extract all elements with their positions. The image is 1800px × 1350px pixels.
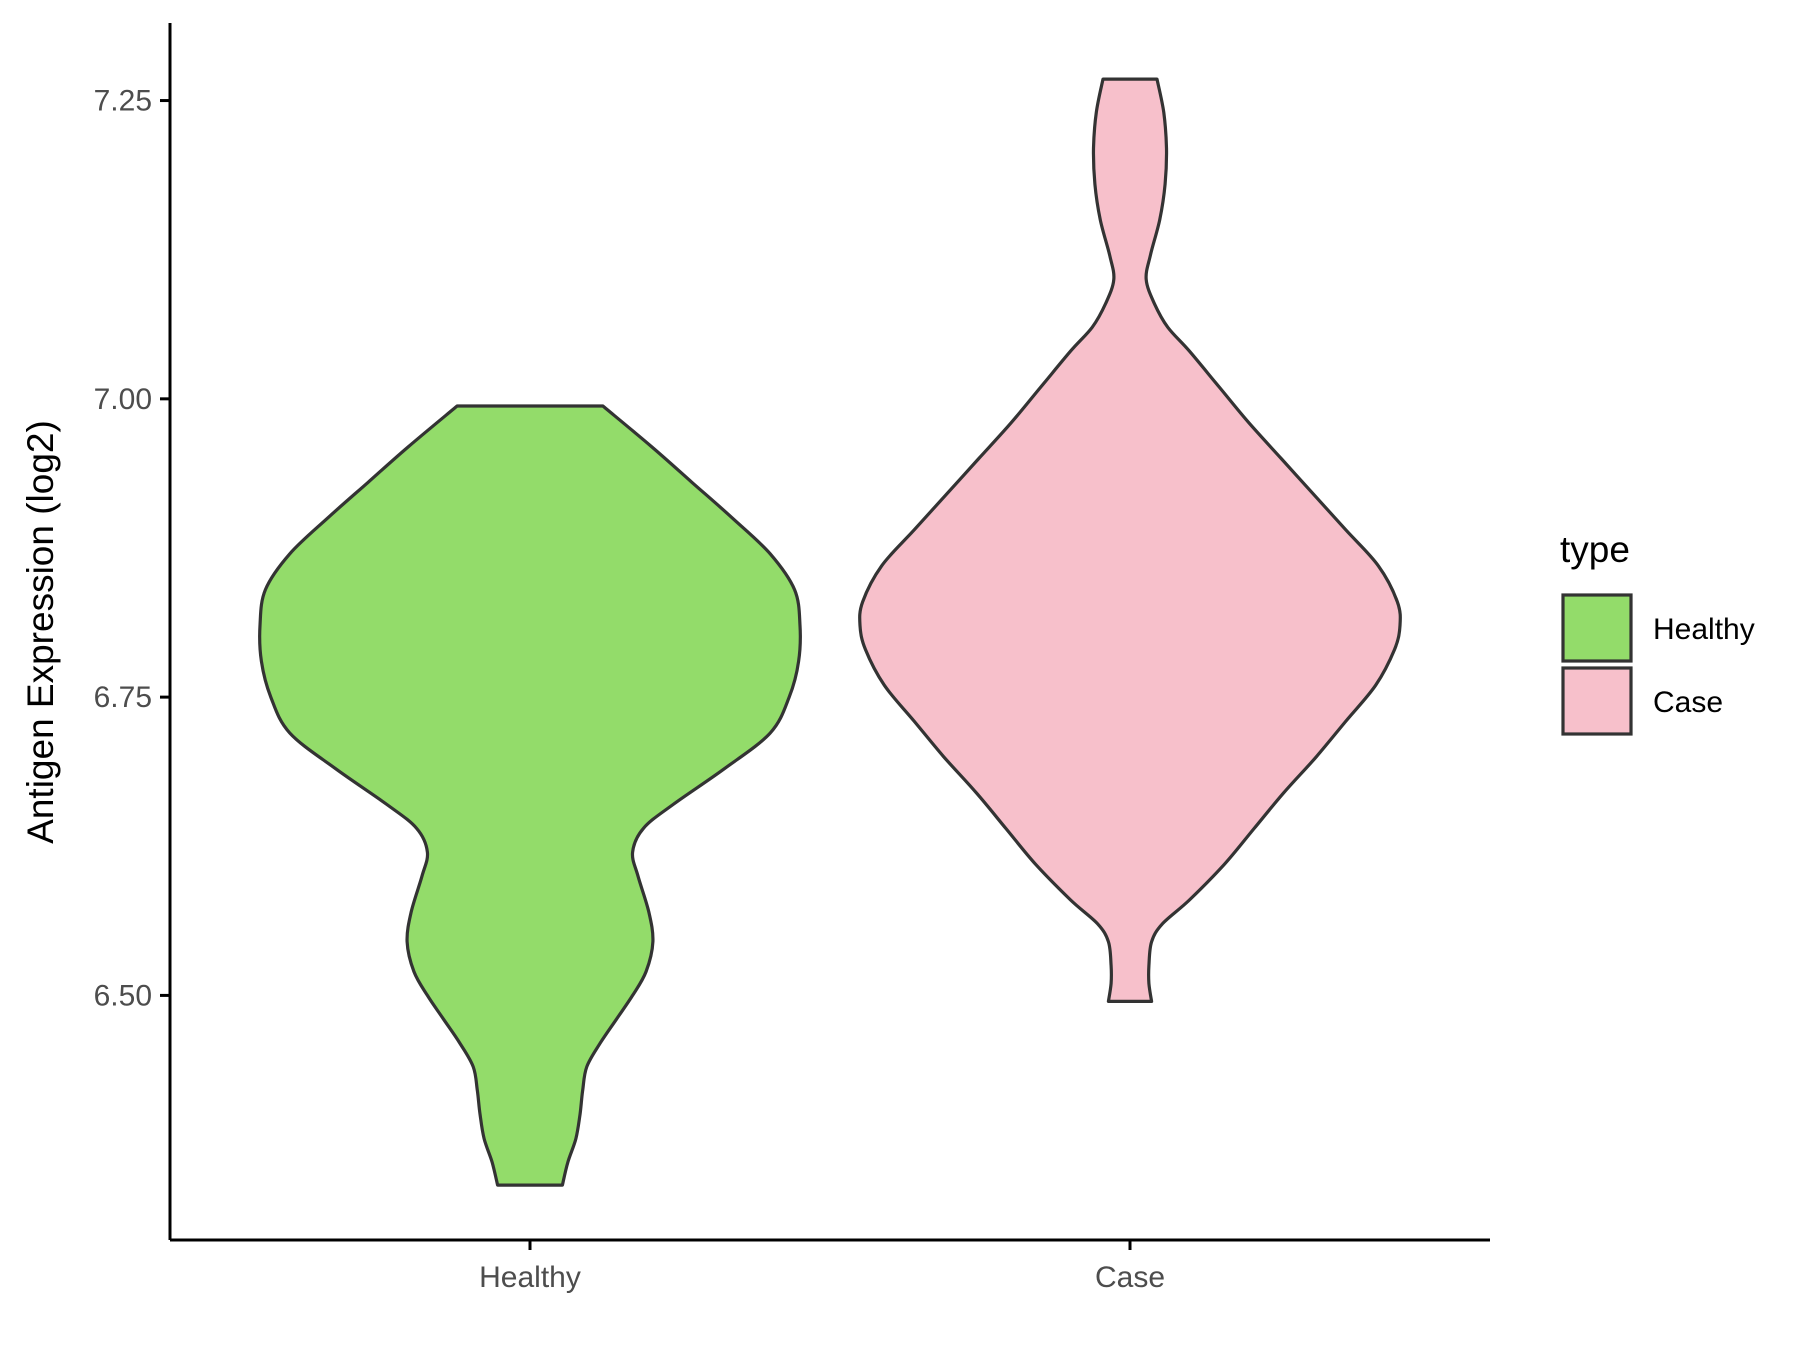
violin-healthy xyxy=(258,404,802,1187)
y-tick-label: 7.25 xyxy=(94,85,152,118)
plot-area xyxy=(258,77,1402,1187)
violins xyxy=(258,77,1402,1187)
legend-label: Case xyxy=(1653,686,1723,719)
legend-title: type xyxy=(1560,529,1630,570)
violin-case xyxy=(858,77,1402,1003)
y-tick-label: 6.50 xyxy=(94,979,152,1012)
x-axis-ticks: Healthy Case xyxy=(479,1240,1165,1294)
y-tick-label: 6.75 xyxy=(94,681,152,714)
x-tick-label: Case xyxy=(1095,1261,1165,1294)
y-axis-ticks: 6.50 6.75 7.00 7.25 xyxy=(94,85,170,1012)
legend-swatch-case xyxy=(1561,666,1633,736)
legend-swatch-healthy xyxy=(1561,593,1633,663)
legend-label: Healthy xyxy=(1653,613,1755,646)
y-tick-label: 7.00 xyxy=(94,383,152,416)
legend-entries: Healthy Case xyxy=(1561,593,1755,736)
legend: type Healthy Case xyxy=(1560,529,1755,736)
y-axis-title: Antigen Expression (log2) xyxy=(20,420,61,844)
x-tick-label: Healthy xyxy=(479,1261,581,1294)
